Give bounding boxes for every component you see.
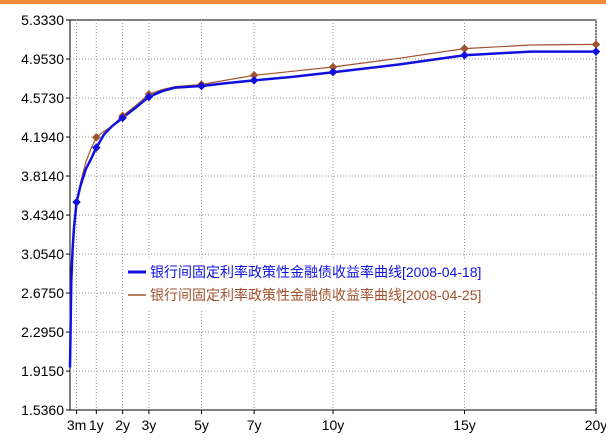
x-tick-label: 5y: [194, 417, 209, 433]
legend-box: [124, 258, 592, 310]
series-line-2: [76, 43, 597, 203]
data-point-series-1: [591, 47, 601, 56]
y-axis: 5.3330 4.9530 4.5730 4.1940 3.8140 3.4340 3.05…: [21, 12, 70, 418]
y-tick-label: 3.8140: [21, 168, 64, 184]
legend-label-series-1: 银行间固定利率政策性金融债收益率曲线[2008-04-18]: [150, 264, 481, 280]
x-axis: 3m 1y 2y 3y 5y 7y 10y 15y 20y: [67, 410, 606, 433]
top-accent-strip: [0, 0, 606, 4]
data-point-series-1: [144, 92, 154, 102]
data-point-series-1: [197, 81, 206, 91]
data-point-series-1: [328, 67, 338, 77]
y-tick-label: 4.9530: [21, 51, 64, 67]
x-tick-label: 3m: [67, 417, 86, 433]
x-tick-label: 2y: [115, 417, 130, 433]
y-tick-label: 3.4340: [21, 207, 64, 223]
series-markers: [72, 40, 601, 207]
y-tick-label: 4.5730: [21, 90, 64, 106]
x-tick-label: 1y: [89, 417, 104, 433]
legend-label-series-2: 银行间固定利率政策性金融债收益率曲线[2008-04-25]: [150, 287, 481, 303]
data-point-series-1: [72, 197, 81, 207]
x-tick-label: 10y: [322, 417, 345, 433]
data-point-series-1: [91, 143, 101, 153]
y-tick-label: 1.5360: [21, 402, 64, 418]
x-tick-label: 7y: [247, 417, 262, 433]
data-point-series-1: [249, 76, 259, 85]
y-tick-label: 4.1940: [21, 129, 64, 145]
legend: 银行间固定利率政策性金融债收益率曲线[2008-04-18] 银行间固定利率政策…: [124, 258, 592, 310]
y-tick-label: 2.6750: [21, 285, 64, 301]
x-tick-label: 3y: [142, 417, 157, 433]
y-tick-label: 3.0540: [21, 246, 64, 262]
y-tick-label: 5.3330: [21, 12, 64, 28]
grid-lines: [70, 20, 597, 410]
x-tick-label: 20y: [585, 417, 606, 433]
data-point-series-1: [460, 50, 469, 60]
data-point-series-1: [118, 113, 127, 123]
x-tick-label: 15y: [453, 417, 476, 433]
y-tick-label: 1.9150: [21, 363, 64, 379]
data-point-series-2: [91, 133, 101, 142]
y-tick-label: 2.2950: [21, 324, 64, 340]
